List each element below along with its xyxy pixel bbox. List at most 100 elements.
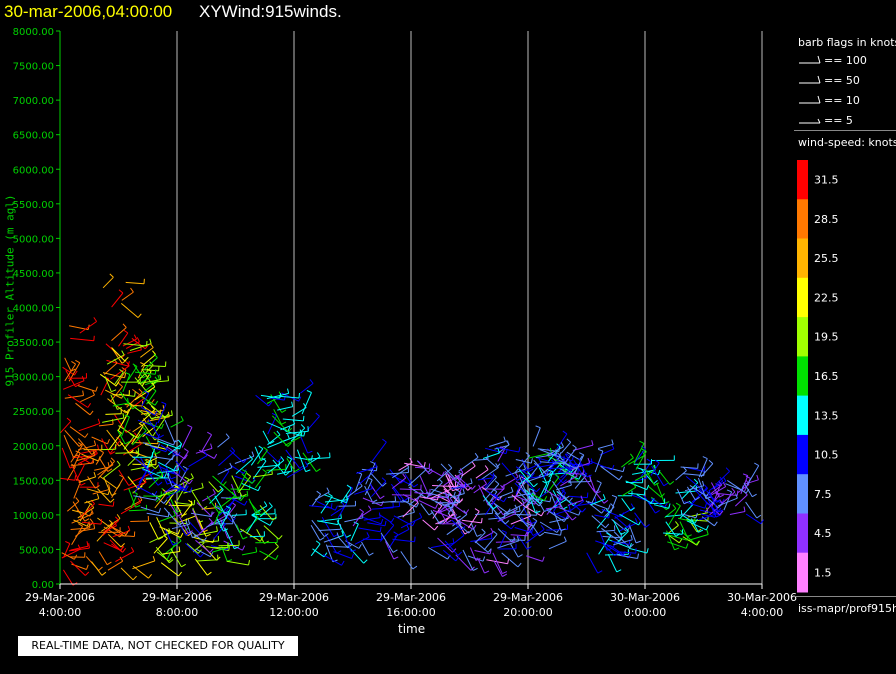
wind-barb — [515, 466, 532, 478]
wind-barb-flag — [561, 495, 566, 501]
wind-barb-flag — [168, 556, 173, 562]
wind-barb — [181, 427, 193, 448]
wind-barb-flag — [176, 451, 181, 457]
wind-barb — [616, 554, 638, 559]
wind-barb — [533, 459, 548, 476]
wind-barb — [133, 495, 157, 501]
wind-barb — [684, 501, 706, 509]
wind-barb-flag — [602, 494, 606, 500]
wind-barb-flag — [304, 461, 309, 467]
wind-barb — [230, 488, 250, 491]
wind-barb-flag — [685, 543, 689, 549]
wind-barb — [75, 464, 85, 482]
wind-barb — [267, 460, 285, 474]
wind-barb — [250, 448, 264, 466]
wind-barb — [663, 532, 683, 535]
wind-barb — [574, 454, 585, 473]
wind-barb — [284, 435, 303, 446]
wind-barb-flag — [319, 537, 325, 541]
wind-barb — [105, 413, 122, 415]
wind-barb — [451, 519, 462, 531]
wind-barb-flag — [464, 484, 469, 489]
wind-barb-flag — [695, 512, 698, 518]
wind-barb — [257, 464, 280, 468]
wind-barb-flag — [560, 486, 565, 491]
wind-barb-flag — [138, 388, 143, 393]
wind-barb-flag — [146, 340, 148, 347]
wind-barb — [141, 396, 156, 406]
wind-barb-flag — [260, 511, 265, 516]
wind-barb-flag — [97, 444, 99, 450]
wind-barb — [166, 487, 183, 499]
wind-barb-flag — [127, 525, 131, 531]
wind-barb-flag — [640, 445, 646, 450]
wind-barb-flag — [187, 424, 193, 428]
wind-barb — [229, 449, 244, 463]
wind-barb-flag — [262, 468, 267, 473]
wind-barb — [380, 524, 395, 542]
wind-barb-flag — [400, 479, 405, 484]
wind-barb-flag — [718, 509, 724, 513]
y-tick-label: 4500.00 — [13, 269, 54, 280]
wind-barb-flag — [569, 480, 572, 486]
wind-barb — [173, 471, 190, 485]
wind-barb — [497, 528, 512, 543]
wind-barb — [311, 519, 325, 537]
wind-barb-flag — [231, 447, 236, 452]
wind-barb — [103, 478, 113, 496]
wind-barb-flag — [581, 508, 586, 513]
wind-barb-flag — [183, 448, 189, 452]
wind-barb-flag — [259, 536, 264, 542]
wind-barb-flag — [138, 422, 144, 427]
wind-barb — [483, 533, 498, 551]
barb-legend-50: == 50 — [824, 74, 860, 87]
wind-barb-flag — [446, 519, 452, 524]
wind-barb — [436, 467, 453, 482]
wind-barb-flag — [705, 525, 709, 531]
wind-barb — [558, 459, 578, 470]
wind-barb-flag — [523, 464, 526, 470]
wind-barb — [260, 394, 280, 399]
wind-barb — [262, 430, 271, 444]
wind-barb-flag — [213, 453, 218, 459]
wind-barb — [666, 530, 675, 550]
wind-barb-flag — [637, 553, 639, 559]
wind-barb — [634, 512, 646, 528]
wind-barb-flag — [258, 445, 264, 450]
wind-barb-flag — [125, 372, 131, 375]
wind-barb — [371, 480, 387, 498]
wind-barb — [137, 379, 161, 385]
wind-barb-flag — [353, 521, 359, 525]
wind-barb-flag — [149, 338, 152, 344]
wind-barb-flag — [743, 506, 746, 512]
wind-barb — [70, 560, 86, 576]
wind-barb — [254, 446, 262, 461]
wind-barb — [219, 470, 230, 485]
wind-barb-flag — [706, 529, 709, 535]
wind-barb — [321, 517, 335, 537]
wind-barb-flag — [741, 485, 744, 491]
wind-barb-flag — [582, 472, 588, 477]
wind-barb — [419, 496, 438, 501]
wind-barb-flag — [492, 530, 498, 535]
wind-barb — [198, 519, 207, 537]
wind-barb — [333, 551, 352, 559]
wind-barb-flag — [506, 508, 511, 514]
wind-barb — [86, 488, 109, 496]
wind-barb-flag — [149, 343, 154, 348]
wind-barb — [330, 506, 346, 517]
wind-barb — [591, 515, 606, 529]
wind-barb — [743, 482, 753, 497]
wind-barb-flag — [538, 501, 543, 507]
wind-barb-flag — [168, 527, 172, 533]
wind-barb — [165, 470, 173, 487]
wind-barb-flag — [630, 507, 636, 512]
wind-barb — [516, 513, 530, 529]
wind-barb — [148, 474, 164, 489]
wind-barb-flag — [281, 421, 287, 425]
wind-barb-flag — [224, 510, 230, 514]
wind-barb — [147, 422, 162, 429]
wind-barb-flag — [760, 519, 765, 524]
wind-barb — [195, 539, 211, 553]
wind-barb-flag — [359, 508, 364, 513]
